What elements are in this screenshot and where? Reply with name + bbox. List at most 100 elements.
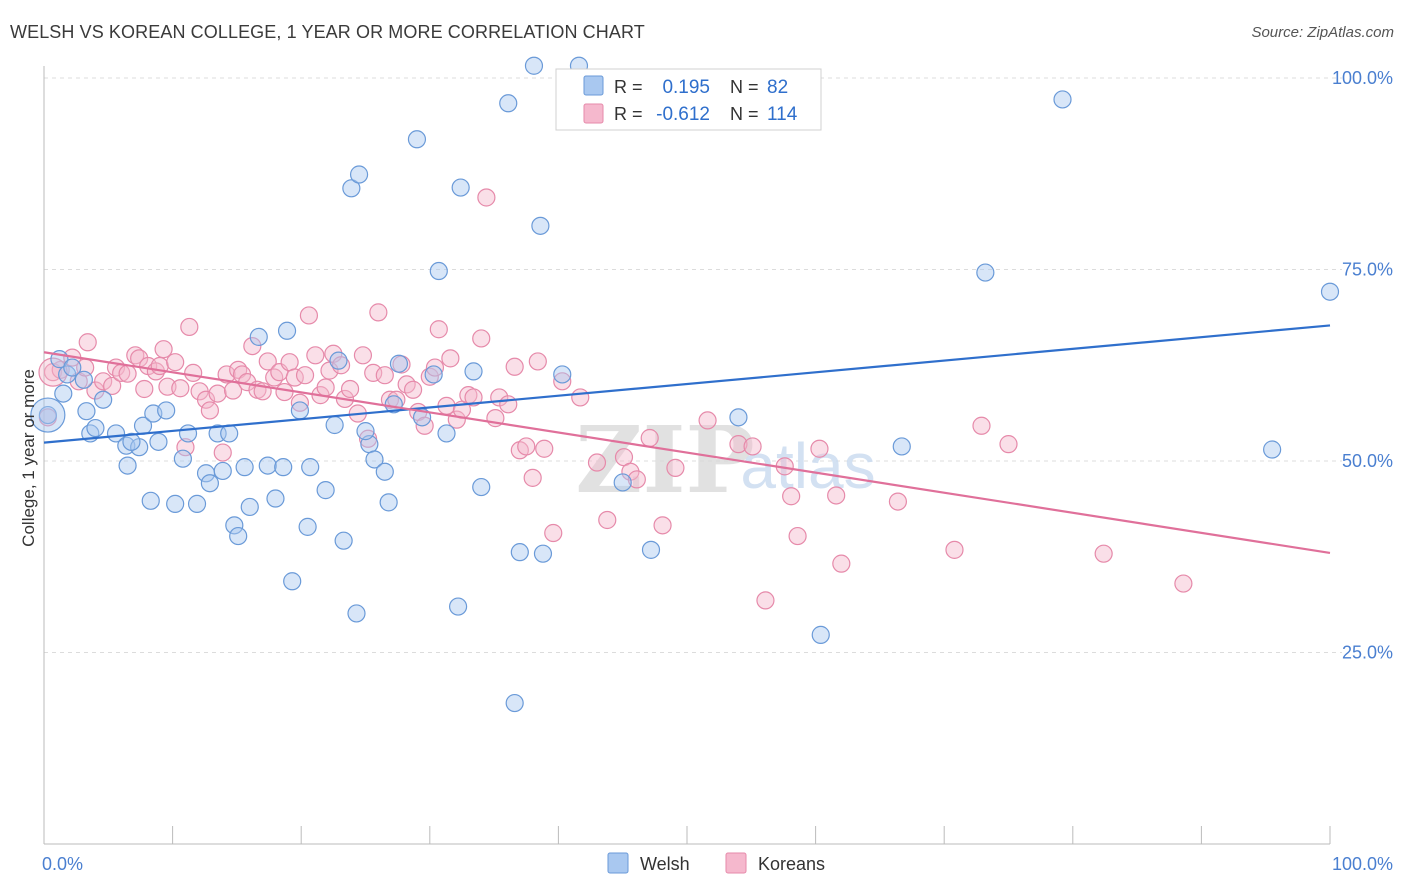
welsh-point-42 bbox=[334, 531, 353, 550]
welsh-point-72 bbox=[811, 625, 830, 644]
welsh-point-34 bbox=[277, 321, 297, 340]
legend-swatch-welsh bbox=[583, 75, 604, 96]
welsh-point-30 bbox=[249, 327, 268, 347]
korean-point-6 bbox=[78, 333, 97, 352]
correlation-legend-box: R = 0.195 N = 82 R = -0.612 N = 114 bbox=[555, 68, 822, 131]
welsh-point-52 bbox=[407, 130, 427, 149]
korean-point-111 bbox=[945, 540, 964, 559]
korean-point-102 bbox=[743, 437, 762, 456]
y-tick-label-100: 100.0% bbox=[1332, 68, 1393, 88]
korean-point-98 bbox=[653, 516, 672, 535]
korean-point-91 bbox=[571, 388, 590, 407]
legend-item-welsh-swatch bbox=[607, 852, 629, 874]
korean-point-25 bbox=[184, 363, 203, 383]
welsh-point-36 bbox=[290, 401, 310, 420]
korean-point-12 bbox=[118, 364, 137, 383]
welsh-point-17 bbox=[157, 401, 176, 420]
korean-point-45 bbox=[290, 393, 310, 412]
welsh-point-38 bbox=[301, 458, 320, 477]
welsh-point-78 bbox=[54, 384, 73, 403]
welsh-point-37 bbox=[298, 517, 317, 536]
korean-trend-line bbox=[43, 351, 1331, 555]
welsh-point-71 bbox=[729, 408, 748, 427]
korean-point-113 bbox=[999, 435, 1018, 454]
welsh-point-27 bbox=[229, 526, 248, 546]
korean-point-110 bbox=[888, 492, 908, 511]
welsh-point-5 bbox=[77, 402, 96, 421]
welsh-point-7 bbox=[86, 418, 105, 438]
trend-layer bbox=[43, 324, 1331, 555]
korean-point-61 bbox=[375, 366, 394, 385]
welsh-point-58 bbox=[451, 178, 470, 197]
korean-point-46 bbox=[295, 366, 315, 385]
welsh-point-44 bbox=[347, 604, 366, 623]
korean-point-71 bbox=[429, 320, 448, 339]
korean-point-101 bbox=[729, 435, 748, 454]
welsh-point-62 bbox=[505, 693, 524, 713]
korean-point-73 bbox=[441, 349, 460, 368]
legend-r-value-welsh: 0.195 bbox=[662, 77, 710, 98]
korean-point-114 bbox=[1094, 544, 1113, 563]
legend-item-korean-label: Koreans bbox=[758, 854, 825, 874]
welsh-point-29 bbox=[240, 497, 259, 517]
welsh-point-40 bbox=[325, 415, 344, 435]
korean-point-82 bbox=[499, 395, 518, 414]
korean-point-115 bbox=[1174, 574, 1193, 593]
welsh-point-0 bbox=[38, 405, 57, 425]
korean-point-97 bbox=[640, 428, 659, 448]
legend-swatch-korean bbox=[583, 103, 604, 124]
welsh-point-57 bbox=[448, 597, 468, 616]
korean-point-50 bbox=[316, 378, 335, 397]
y-tick-label-25: 25.0% bbox=[1342, 643, 1393, 663]
korean-point-24 bbox=[180, 317, 199, 337]
korean-point-8 bbox=[94, 372, 113, 391]
x-tick-label-100: 100.0% bbox=[1332, 854, 1393, 874]
korean-point-19 bbox=[154, 340, 173, 359]
korean-point-30 bbox=[213, 443, 232, 462]
korean-point-57 bbox=[353, 346, 373, 365]
korean-point-96 bbox=[627, 470, 646, 489]
korean-point-31 bbox=[217, 365, 236, 384]
welsh-point-74 bbox=[976, 263, 995, 282]
welsh-point-45 bbox=[349, 165, 369, 184]
korean-point-93 bbox=[598, 510, 617, 530]
welsh-point-18 bbox=[166, 494, 185, 513]
korean-points bbox=[38, 188, 1193, 610]
legend-item-welsh-label: Welsh bbox=[640, 854, 690, 874]
welsh-point-65 bbox=[531, 216, 550, 235]
welsh-point-59 bbox=[464, 362, 483, 381]
welsh-point-66 bbox=[533, 544, 553, 563]
welsh-point-69 bbox=[613, 473, 632, 492]
welsh-point-41 bbox=[329, 351, 348, 370]
welsh-point-64 bbox=[524, 56, 544, 75]
korean-point-78 bbox=[472, 329, 491, 348]
korean-point-40 bbox=[265, 368, 284, 387]
welsh-point-14 bbox=[141, 491, 160, 510]
korean-point-51 bbox=[320, 361, 339, 380]
legend-r-label-korean: R = bbox=[614, 104, 643, 124]
korean-point-100 bbox=[698, 411, 717, 430]
welsh-point-33 bbox=[274, 458, 293, 477]
korean-point-89 bbox=[544, 523, 563, 543]
korean-point-23 bbox=[176, 438, 195, 457]
korean-point-99 bbox=[666, 458, 685, 477]
welsh-point-79 bbox=[356, 422, 375, 441]
axis-layer: 25.0% 50.0% 75.0% 100.0% 0.0% 100.0% bbox=[42, 66, 1393, 874]
welsh-point-49 bbox=[379, 493, 398, 512]
korean-point-77 bbox=[464, 388, 483, 407]
korean-point-28 bbox=[200, 401, 219, 420]
welsh-point-3 bbox=[63, 358, 82, 377]
x-tick-label-0: 0.0% bbox=[42, 854, 83, 874]
welsh-point-48 bbox=[375, 462, 394, 481]
korean-point-15 bbox=[135, 379, 154, 399]
korean-point-106 bbox=[788, 526, 807, 546]
korean-point-88 bbox=[535, 439, 554, 458]
welsh-point-35 bbox=[283, 572, 302, 591]
welsh-point-75 bbox=[1053, 90, 1072, 109]
legend-n-label-korean: N = bbox=[730, 104, 759, 124]
welsh-point-67 bbox=[553, 365, 572, 384]
korean-point-9 bbox=[103, 376, 122, 396]
welsh-point-70 bbox=[641, 540, 661, 559]
source-credit: Source: ZipAtlas.com bbox=[1251, 24, 1394, 41]
korean-point-87 bbox=[528, 352, 547, 371]
